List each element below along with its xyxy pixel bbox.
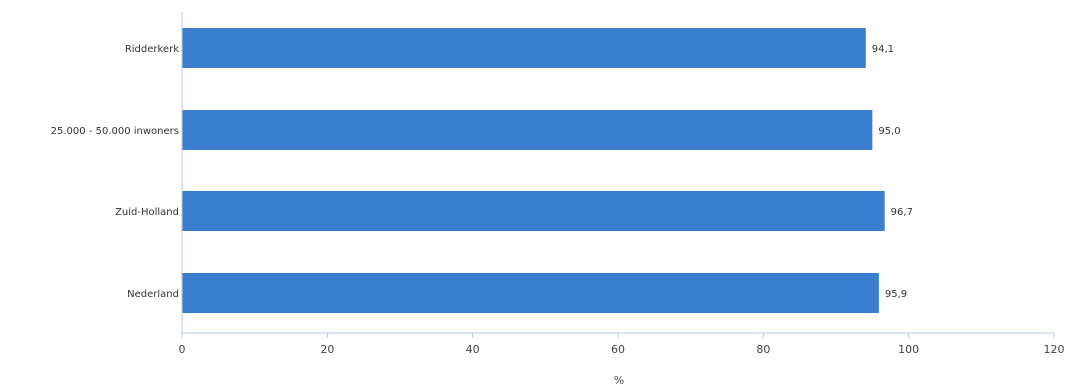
category-label-0: Ridderkerk	[125, 44, 179, 55]
x-axis-title: %	[614, 374, 624, 387]
bar-1	[182, 110, 873, 150]
value-label-1: 95,0	[878, 126, 900, 137]
x-ticks-group: 0 20 40 60 80 100 120	[179, 333, 1065, 356]
bar-2	[182, 191, 885, 231]
x-tick-label-1: 20	[320, 343, 334, 356]
x-tick-label-5: 100	[898, 343, 919, 356]
x-tick-label-4: 80	[756, 343, 770, 356]
category-label-2: Zuid-Holland	[115, 207, 179, 218]
x-tick-label-6: 120	[1044, 343, 1065, 356]
x-tick-label-0: 0	[179, 343, 186, 356]
value-labels-group: 94,1 95,0 96,7 95,9	[872, 44, 913, 300]
category-label-3: Nederland	[127, 289, 179, 300]
value-label-2: 96,7	[891, 207, 913, 218]
bars-group	[182, 28, 885, 313]
category-labels-group: Ridderkerk 25.000 - 50.000 inwoners Zuid-H…	[51, 44, 180, 300]
bar-0	[182, 28, 866, 68]
category-label-1: 25.000 - 50.000 inwoners	[51, 126, 179, 137]
x-tick-label-2: 40	[466, 343, 480, 356]
value-label-3: 95,9	[885, 289, 907, 300]
value-label-0: 94,1	[872, 44, 894, 55]
x-tick-label-3: 60	[611, 343, 625, 356]
bar-3	[182, 273, 879, 313]
